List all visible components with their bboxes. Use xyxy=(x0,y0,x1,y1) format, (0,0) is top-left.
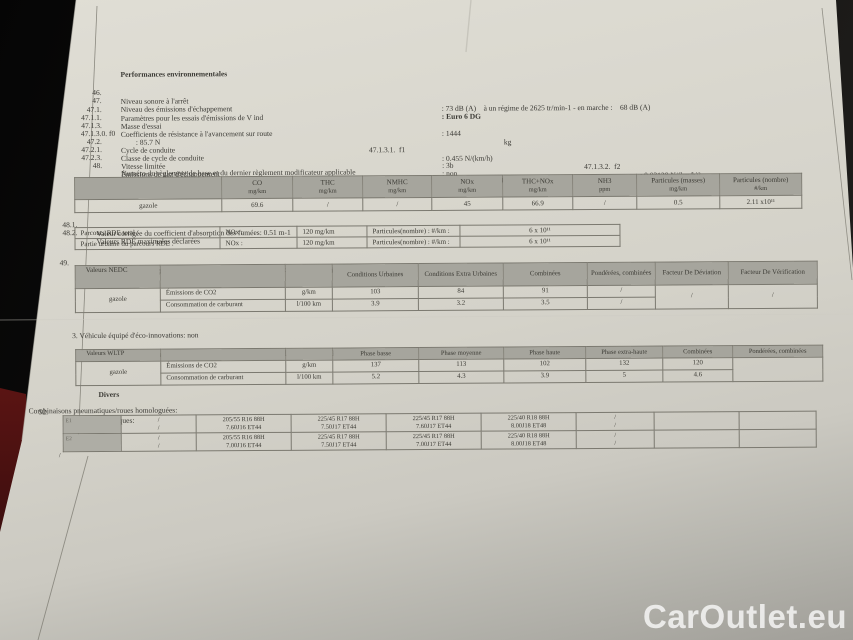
wltp-title: Valeurs WLTP xyxy=(75,349,161,362)
header-cell-empty xyxy=(285,348,333,361)
empty-cell xyxy=(654,429,740,449)
value-cell: / xyxy=(587,297,656,310)
slash-cell: / / xyxy=(121,432,197,452)
tyre-row-2: E2 // 205/55 R16 88H 7.00J16 ET44 225/45 … xyxy=(63,429,817,452)
value-cell: / xyxy=(587,285,656,298)
header-thc: THC mg/km xyxy=(292,175,363,199)
line-eco-innovations: 3. Véhicule équipé d'éco-innovations: no… xyxy=(0,317,853,340)
rde-value: 120 mg/km xyxy=(296,225,367,238)
header-weighted-combined: Pondérées, combinées xyxy=(587,262,656,286)
value-cell: 84 xyxy=(418,286,504,299)
fuel-cell: gazole xyxy=(75,288,161,313)
value-cell: 91 xyxy=(503,285,588,299)
header-particles-mass: Particules (masses) mg/km xyxy=(636,173,720,197)
value-cell: 4.3 xyxy=(418,371,504,384)
header-nox: NOx mg/km xyxy=(431,175,503,198)
value-cell: 103 xyxy=(332,286,419,300)
redacted-cell: E2 xyxy=(63,433,122,452)
empty-cell xyxy=(654,411,740,431)
verification-factor-cell: / xyxy=(728,284,818,309)
value-cell-empty xyxy=(732,357,823,382)
stray-slash: / xyxy=(58,452,61,460)
header-urban: Conditions Urbaines xyxy=(332,263,419,288)
unit-cell: l/100 km xyxy=(285,372,333,385)
empty-cell xyxy=(739,411,817,430)
param-cell: Consommation de carburant xyxy=(160,372,286,386)
slash-cell: / / xyxy=(576,430,655,449)
value-cell: 5.2 xyxy=(332,371,419,385)
unit-cell: g/km xyxy=(285,360,333,373)
empty-cell xyxy=(739,429,817,448)
fuel-cell: gazole xyxy=(75,361,161,386)
header-cell-empty xyxy=(160,264,286,289)
header-verification-factor: Facteur De Vérification xyxy=(728,261,818,285)
header-cell-empty xyxy=(74,176,222,200)
tyre-cell: 225/40 R18 88H 8.00J18 ET48 xyxy=(481,412,577,432)
slash-cell: / / xyxy=(121,414,197,434)
param-cell: Consommation de carburant xyxy=(160,299,286,313)
header-co: CO mg/km xyxy=(221,176,293,199)
header-phase-high: Phase haute xyxy=(503,346,586,360)
caroutlet-watermark: CarOutlet.eu xyxy=(642,598,847,635)
header-combined: Combinées xyxy=(662,345,733,359)
rde-pn-label: Particules(nombre) : #/km : xyxy=(366,225,460,237)
header-phase-low: Phase basse xyxy=(332,347,419,361)
nedc-table: Valeurs NEDC Conditions Urbaines Conditi… xyxy=(75,261,818,314)
value-cell: 102 xyxy=(503,358,586,372)
value-cell: 120 xyxy=(662,357,733,371)
unit-cell: g/km xyxy=(285,287,333,300)
rde-label: Parcours RDE total : xyxy=(74,226,220,239)
value-cell: 3.9 xyxy=(503,370,586,384)
header-cell-empty xyxy=(160,348,286,362)
unit-cell: l/100 km xyxy=(285,299,333,312)
rde-pollutant: NOx : xyxy=(219,226,297,238)
tyre-cell: 205/55 R16 88H 7.60J16 ET44 xyxy=(196,414,292,433)
header-phase-medium: Phase moyenne xyxy=(418,347,504,360)
tyre-cell: 225/45 R17 88H 7.00J17 ET44 xyxy=(386,431,482,450)
tyre-cell: 225/45 R17 88H 7.50J17 ET44 xyxy=(291,431,387,451)
value-cell: 132 xyxy=(585,358,663,371)
header-cell-empty xyxy=(285,264,333,288)
value-cell: 5 xyxy=(585,370,663,383)
deviation-factor-cell: / xyxy=(655,284,729,310)
tyre-cell: 225/40 R18 88H 8.00J18 ET48 xyxy=(481,430,577,450)
item-text: 3. Véhicule équipé d'éco-innovations: no… xyxy=(72,330,199,341)
tyre-cell: 205/55 R16 88H 7.00J16 ET44 xyxy=(196,432,292,451)
header-deviation-factor: Facteur De Déviation xyxy=(655,261,729,286)
wltp-table: Valeurs WLTP Phase basse Phase moyenne P… xyxy=(75,345,823,387)
tyre-cell: 225/45 R17 88H 7.60J17 ET44 xyxy=(386,413,482,432)
header-particles-number: Particules (nombre) #/km xyxy=(719,173,802,196)
header-extra-urban: Conditions Extra Urbaines xyxy=(418,263,504,287)
slash-cell: / / xyxy=(576,412,655,431)
header-phase-extra-high: Phase extra-haute xyxy=(585,346,663,359)
nedc-title: Valeurs NEDC xyxy=(75,265,161,289)
param-cell: Émissions de CO2 xyxy=(160,287,286,301)
tyre-cell: 225/45 R17 88H 7.50J17 ET44 xyxy=(291,413,387,433)
header-weighted-combined: Pondérées, combinées xyxy=(732,345,823,358)
redacted-cell: E1 xyxy=(63,415,122,434)
header-thc-nox: THC+NOx mg/km xyxy=(502,174,573,198)
header-nh3: NH3 ppm xyxy=(572,174,637,197)
value-cell: 3.9 xyxy=(332,298,419,312)
value-cell: 4.6 xyxy=(662,369,733,383)
param-cell: Émissions de CO2 xyxy=(160,360,286,374)
header-combined: Combinées xyxy=(503,262,588,287)
header-nmhc: NMHC mg/km xyxy=(362,175,432,198)
value-cell: 113 xyxy=(418,359,504,372)
value-cell: 137 xyxy=(332,359,419,373)
tyre-combinations-table: E1 // 205/55 R16 88H 7.60J16 ET44 225/45 … xyxy=(63,411,817,453)
value-cell: 3.2 xyxy=(418,298,504,311)
value-cell: 3.5 xyxy=(503,297,588,311)
